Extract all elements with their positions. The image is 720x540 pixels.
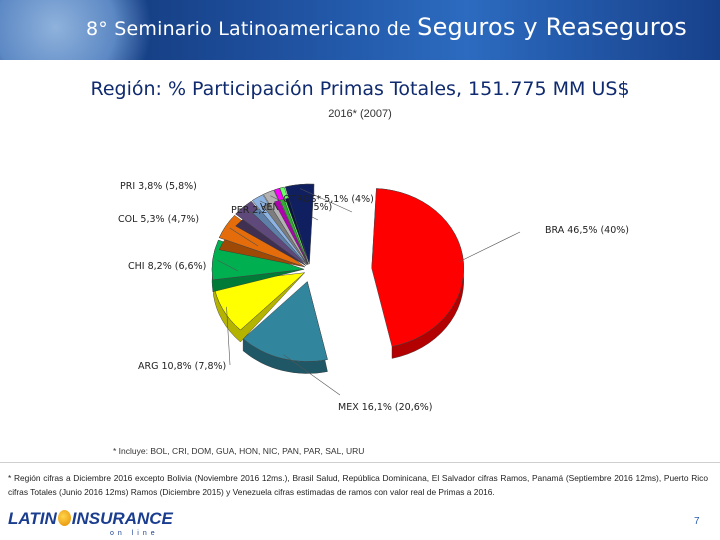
leader-line-3 [217,259,239,272]
pie-slice-5 [235,200,307,266]
pie-slice-top-0 [371,188,465,347]
pie-slice-top-9 [279,186,309,265]
pie-slice-9 [279,186,309,265]
pie-slice-0 [371,188,465,359]
pie-slice-top-8 [273,187,309,265]
chart-title: Región: % Participación Primas Totales, … [90,78,630,100]
chart-subtitle: 2016* (2007) [328,108,392,120]
pie-slice-1 [242,281,328,374]
slice-label-10: OTROS* 5,1% (4%) [283,194,374,205]
divider [0,462,720,463]
header-banner: 8° Seminario Latinoamericano de Seguros … [0,0,720,60]
latinoinsurance-logo: LATIN INSURANCE [8,509,173,529]
logo-text-post: INSURANCE [71,509,173,528]
logo-subtitle: on line [110,530,159,537]
banner-title-prefix: 8° Seminario Latinoamericano de [86,18,411,40]
slice-label-5: PRI 3,8% (5,8%) [120,181,197,192]
logo-text-pre: LATIN [8,509,57,528]
leader-line-2 [226,306,231,366]
pie-slice-top-7 [263,189,308,265]
banner-title-emphasis: Seguros y Reaseguros [417,13,687,41]
slice-label-2: ARG 10,8% (7,8%) [138,361,226,372]
leader-line-1 [283,354,341,396]
slice-label-3: CHI 8,2% (6,6%) [128,261,206,272]
pie-slice-6 [251,194,307,266]
pie-slice-top-5 [235,200,307,266]
page-number: 7 [694,516,700,527]
banner-title: 8° Seminario Latinoamericano de Seguros … [86,13,687,41]
slice-label-0: BRA 46,5% (40%) [545,225,629,236]
pie-slice-top-1 [242,281,328,362]
leader-line-0 [458,231,521,263]
globe-graphic [0,0,160,60]
leader-line-10 [299,188,353,213]
footnote: * Región cifras a Diciembre 2016 excepto… [8,473,708,497]
leader-line-4 [229,227,259,247]
logo-o-icon [57,510,71,526]
pie-slice-7 [263,189,308,265]
pie-slice-top-10 [284,183,315,265]
slice-label-1: MEX 16,1% (20,6%) [338,402,433,413]
slice-label-4: COL 5,3% (4,7%) [118,214,199,225]
pie-slice-8 [273,187,309,265]
others-note: * Incluye: BOL, CRI, DOM, GUA, HON, NIC,… [113,446,365,456]
pie-slice-10 [284,183,315,265]
pie-slice-top-6 [251,194,307,266]
